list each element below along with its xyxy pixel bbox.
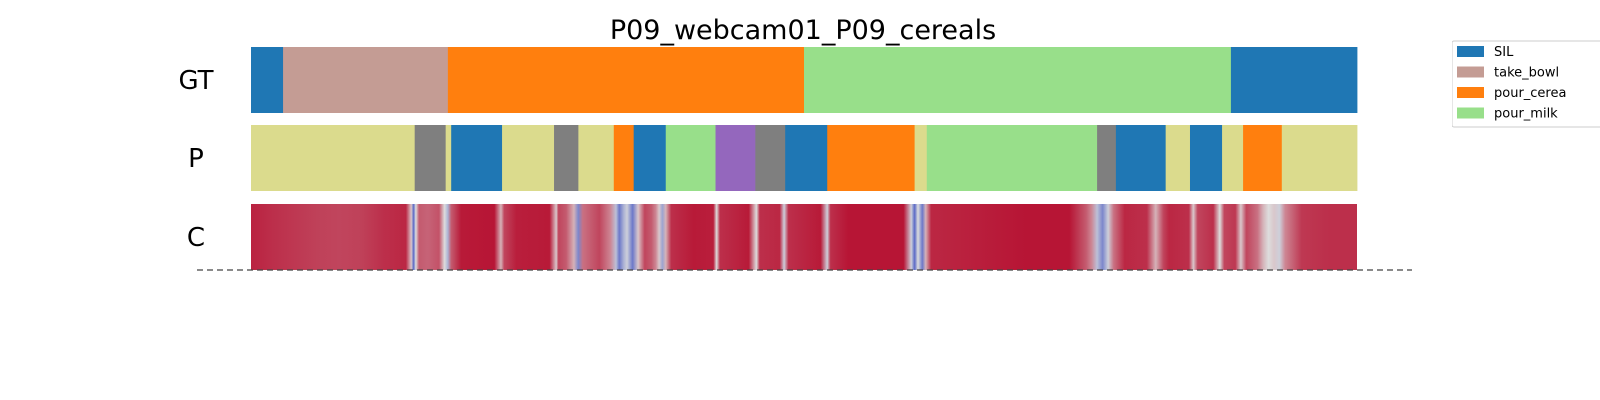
timeline-rows: GT P C bbox=[178, 47, 1358, 270]
confidence-bar bbox=[251, 204, 1357, 270]
segment-pour-cereals bbox=[1243, 125, 1283, 191]
segment-c-olive bbox=[1222, 125, 1244, 191]
segment-SIL bbox=[785, 125, 828, 191]
segment-c-purple bbox=[715, 125, 756, 191]
row-c: C bbox=[187, 204, 1357, 270]
segment-c-olive bbox=[251, 125, 416, 191]
row-p: P bbox=[188, 125, 1358, 191]
legend-swatch-pour-milk bbox=[1457, 107, 1484, 119]
legend-label: SIL bbox=[1494, 45, 1514, 60]
legend-swatch-pour-cereals bbox=[1457, 87, 1484, 98]
row-gt: GT bbox=[178, 47, 1358, 113]
segment-SIL bbox=[1230, 47, 1358, 113]
segment-pour-cereals bbox=[827, 125, 915, 191]
segment-c-gray bbox=[554, 125, 579, 191]
segment-pour-milk bbox=[804, 47, 1232, 113]
segment-take-bowl bbox=[283, 47, 449, 113]
legend-frame bbox=[1452, 40, 1600, 128]
row-label: C bbox=[187, 223, 205, 253]
segment-c-gray bbox=[414, 125, 447, 191]
segment-c-gray bbox=[1097, 125, 1117, 191]
segment-c-gray bbox=[755, 125, 786, 191]
segment-pour-milk bbox=[926, 125, 1098, 191]
legend-label: pour_cerea bbox=[1494, 86, 1566, 101]
segment-pour-cereals bbox=[447, 47, 805, 113]
segment-SIL bbox=[633, 125, 667, 191]
segment-c-olive bbox=[578, 125, 615, 191]
segment-SIL bbox=[251, 47, 284, 113]
chart-title: P09_webcam01_P09_cereals bbox=[610, 15, 996, 46]
segment-c-olive bbox=[445, 125, 452, 191]
row-label: GT bbox=[178, 66, 213, 96]
segment-pour-milk bbox=[665, 125, 716, 191]
legend-swatch-SIL bbox=[1457, 46, 1484, 57]
segment-pour-cereals bbox=[613, 125, 635, 191]
row-label: P bbox=[188, 144, 204, 174]
legend-label: take_bowl bbox=[1494, 66, 1559, 81]
legend-label: pour_milk bbox=[1494, 107, 1558, 122]
legend-swatch-take-bowl bbox=[1457, 66, 1484, 78]
legend: SIL take_bowl pour_cerea pour_milk bbox=[1452, 40, 1600, 128]
legend-entries: SIL take_bowl pour_cerea pour_milk bbox=[1457, 45, 1566, 122]
segment-SIL bbox=[451, 125, 503, 191]
segment-SIL bbox=[1115, 125, 1167, 191]
segment-c-olive bbox=[1165, 125, 1191, 191]
segment-c-olive bbox=[502, 125, 555, 191]
segment-SIL bbox=[1189, 125, 1223, 191]
segment-c-olive bbox=[914, 125, 928, 191]
segment-c-olive bbox=[1281, 125, 1358, 191]
